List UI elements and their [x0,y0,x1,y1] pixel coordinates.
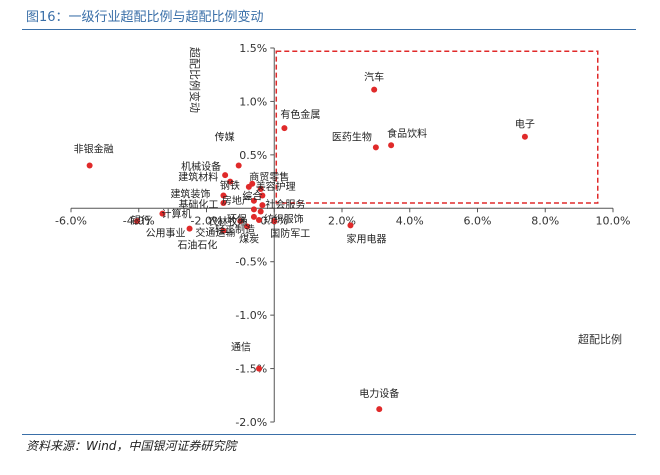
point-label: 汽车 [364,71,384,84]
point-label: 银行 [131,214,151,227]
source-note: 资料来源：Wind，中国银河证券研究院 [26,439,237,453]
point-label: 通信 [231,342,251,354]
x-tick-label: -6.0% [55,214,87,227]
point-label: 有色金属 [280,108,320,121]
point-label: 计算机 [161,208,191,221]
point-label: 房地产 [222,194,252,207]
data-point [372,144,379,151]
data-point [134,218,141,225]
data-point [257,186,264,193]
data-point [256,365,263,372]
point-label: 综合 [242,189,262,202]
data-point [271,218,278,225]
point-label: 传媒 [215,132,235,144]
point-label: 家用电器 [346,232,386,245]
y-tick-label: 1.5% [239,42,267,55]
data-point [347,222,354,229]
y-tick-label: -2.0% [235,416,267,429]
point-label: 基础化工 [178,198,218,211]
data-point [245,183,252,190]
point-label: 交通运输 [195,226,235,239]
data-point [220,199,227,206]
point-label: 电子 [515,118,535,131]
data-point [256,217,263,224]
point-label: 农林牧渔 [208,215,248,228]
point-label: 纺织服饰 [264,212,304,225]
y-tick-label: 0.5% [239,149,267,162]
point-label: 电力设备 [359,387,399,400]
y-tick-label: -1.0% [235,309,267,322]
data-point [259,192,266,199]
data-point [521,133,528,140]
point-label: 轻工制造 [215,223,255,236]
footer-rule [22,434,636,435]
point-label: 建筑材料 [178,171,218,184]
point-label: 煤炭 [239,232,259,245]
data-point [86,162,93,169]
point-label: 美容护理 [256,180,296,193]
y-tick-label: -0.5% [235,256,267,269]
data-point [371,86,378,93]
y-axis-title: 超配比例变动 [188,47,202,113]
title-rule [22,29,636,30]
point-label: 钢铁 [220,179,240,192]
highlight-box [275,50,599,204]
data-point [376,406,383,413]
data-point [237,218,244,225]
point-label: 公用事业 [146,227,186,240]
data-point [250,213,257,220]
data-point [159,210,166,217]
point-label: 国防军工 [270,227,310,240]
x-tick-label: 6.0% [464,214,492,227]
data-point [388,142,395,149]
data-point [250,197,257,204]
x-tick-label: 8.0% [531,214,559,227]
x-tick-label: 10.0% [596,214,631,227]
point-label: 环保 [227,212,247,225]
data-point [222,172,229,179]
y-tick-label: 1.0% [239,95,267,108]
point-label: 石油石化 [177,239,217,252]
data-point [250,206,257,213]
point-label: 商贸零售 [249,171,289,184]
point-label: 机械设备 [181,160,221,173]
point-label: 建筑装饰 [170,187,210,200]
data-point [227,178,234,185]
data-point [259,202,266,209]
y-tick-label: -1.5% [235,363,267,376]
x-axis-title: 超配比例 [578,332,622,346]
point-label: 非银金融 [74,143,114,156]
data-point [244,223,251,230]
point-label: 食品饮料 [387,127,427,140]
data-point [186,225,193,232]
data-point [281,125,288,132]
data-point [257,208,264,215]
point-label: 医药生物 [332,130,372,143]
x-tick-label: 4.0% [396,214,424,227]
data-point [235,162,242,169]
x-tick-label: -2.0% [191,214,223,227]
data-point [220,227,227,234]
point-label: 社会服务 [265,198,305,211]
figure-title: 图16：一级行业超配比例与超配比例变动 [26,10,264,25]
data-point [220,192,227,199]
